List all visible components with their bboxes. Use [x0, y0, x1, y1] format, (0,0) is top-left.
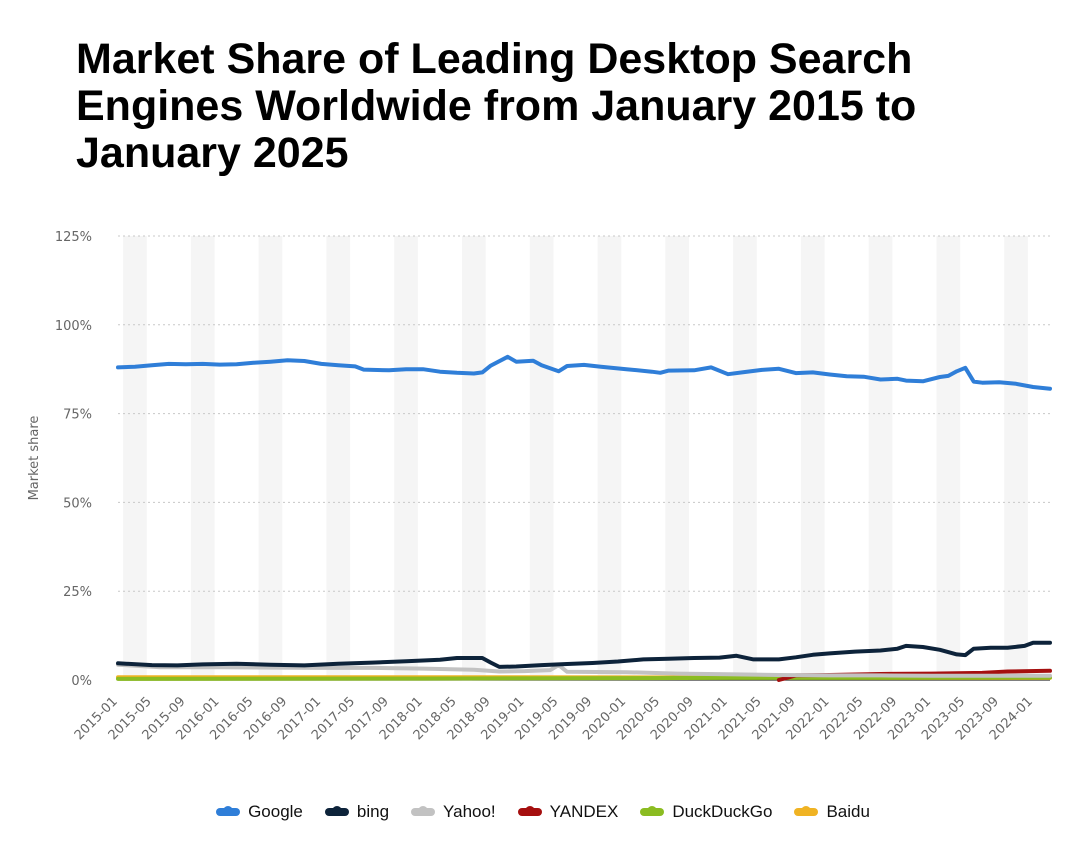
y-tick-label: 75%	[63, 408, 92, 423]
line-chart: 0% 25% 50% 75% 100% 125% 2015-012015-052015-0…	[27, 230, 1052, 743]
chart-title: Market Share of Leading Desktop Search E…	[76, 35, 917, 177]
y-tick-label: 25%	[63, 585, 92, 600]
y-tick-label: 50%	[63, 496, 92, 511]
legend-label: YANDEX	[549, 802, 619, 821]
plot-band	[665, 236, 689, 680]
legend-label: Yahoo!	[443, 802, 496, 821]
plot-band	[733, 236, 757, 680]
legend-item-duckduckgo[interactable]: DuckDuckGo	[640, 802, 772, 822]
plot-band	[462, 236, 486, 680]
series-line-bing	[116, 640, 1052, 669]
y-tick-label: 100%	[55, 319, 92, 334]
legend-label: Google	[248, 802, 303, 821]
plot-band	[394, 236, 418, 680]
plot-band	[258, 236, 283, 680]
legend-item-google[interactable]: Google	[216, 802, 303, 822]
legend-label: Baidu	[826, 802, 870, 821]
legend-swatch	[794, 806, 819, 816]
legend-item-yandex[interactable]: YANDEX	[517, 802, 619, 822]
x-axis-ticks: 2015-012015-052015-092016-012016-052016-…	[72, 694, 1036, 743]
legend-item-baidu[interactable]: Baidu	[794, 802, 870, 822]
plot-band	[800, 236, 825, 680]
plot-band	[190, 236, 215, 680]
legend-swatch	[411, 806, 436, 816]
plot-band	[529, 236, 554, 680]
legend-swatch	[517, 806, 542, 816]
plot-band	[868, 236, 893, 680]
series-lines	[116, 354, 1052, 682]
plot-band	[597, 236, 622, 680]
legend-swatch	[324, 806, 349, 816]
y-axis-label: Market share	[27, 416, 42, 501]
legend-label: DuckDuckGo	[672, 802, 773, 821]
plot-band	[1004, 236, 1028, 680]
legend-item-bing[interactable]: bing	[324, 802, 390, 822]
y-axis-ticks: 0% 25% 50% 75% 100% 125%	[55, 230, 92, 689]
legend-swatch	[640, 806, 665, 816]
plot-band	[936, 236, 961, 680]
series-line-yahoo	[116, 662, 1052, 678]
legend-label: bing	[356, 802, 390, 821]
series-line-google	[116, 354, 1052, 391]
gridlines	[118, 235, 1050, 681]
legend-item-yahoo[interactable]: Yahoo!	[411, 802, 496, 822]
plot-background-bands	[123, 236, 1028, 680]
legend-swatch	[216, 806, 241, 816]
y-tick-label: 125%	[55, 230, 92, 245]
plot-band	[326, 236, 351, 680]
legend: Google bing Yahoo! YANDEX DuckDuckGo Baidu	[0, 802, 1086, 822]
series-line-duckduckgo	[116, 675, 1052, 681]
y-tick-label: 0%	[71, 674, 92, 689]
plot-band	[123, 236, 147, 680]
